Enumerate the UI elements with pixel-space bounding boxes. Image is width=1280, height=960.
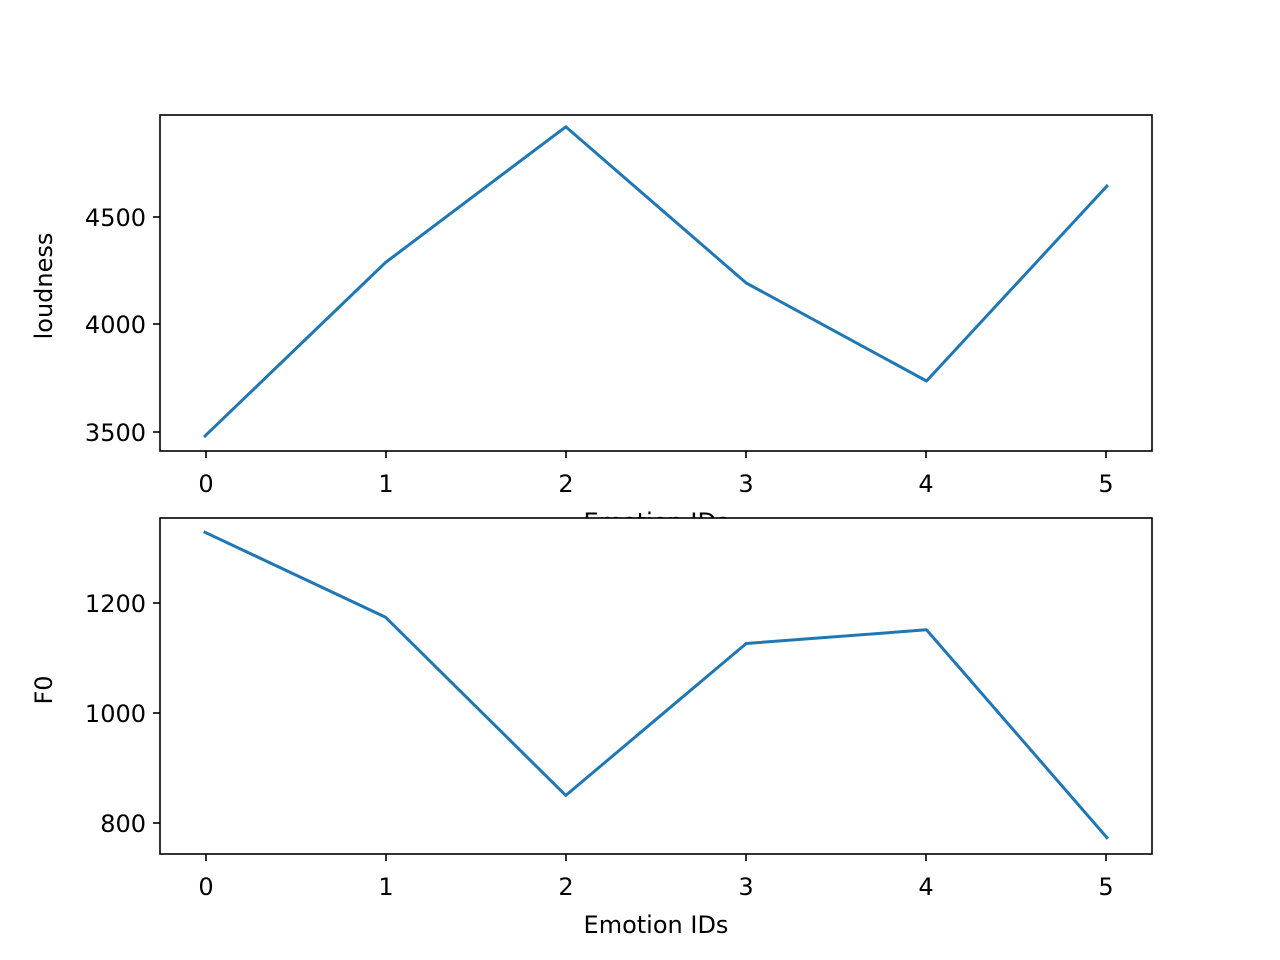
- x-tick-label: 3: [738, 470, 753, 498]
- series-line-f0: [203, 530, 1110, 840]
- y-tick-label: 800: [100, 810, 146, 838]
- axes-background: [160, 518, 1152, 854]
- y-tick-label: 3500: [85, 419, 146, 447]
- y-axis-label: F0: [30, 675, 58, 704]
- x-tick-label: 2: [558, 470, 573, 498]
- x-tick-label: 1: [378, 470, 393, 498]
- x-tick-label: 0: [198, 873, 213, 901]
- x-tick-label: 5: [1098, 873, 1113, 901]
- x-axis-label: Emotion IDs: [584, 911, 729, 939]
- axes-frame: [159, 114, 1153, 452]
- x-tick-label: 4: [918, 873, 933, 901]
- axes-frame: [159, 517, 1153, 855]
- y-tick-label: 1200: [85, 590, 146, 618]
- x-tick-label: 2: [558, 873, 573, 901]
- x-tick-label: 0: [198, 470, 213, 498]
- series-line-loudness: [202, 125, 1110, 439]
- y-tick-label: 4000: [85, 311, 146, 339]
- y-axis-label: loudness: [30, 233, 58, 340]
- x-tick-label: 5: [1098, 470, 1113, 498]
- x-tick-label: 1: [378, 873, 393, 901]
- x-tick-label: 4: [918, 470, 933, 498]
- x-tick-label: 3: [738, 873, 753, 901]
- y-tick-label: 1000: [85, 700, 146, 728]
- subplot-f0: 0 1 2 3 4 5 Emotion IDs 800 1000 1200 F0: [30, 517, 1153, 939]
- y-tick-label: 4500: [85, 204, 146, 232]
